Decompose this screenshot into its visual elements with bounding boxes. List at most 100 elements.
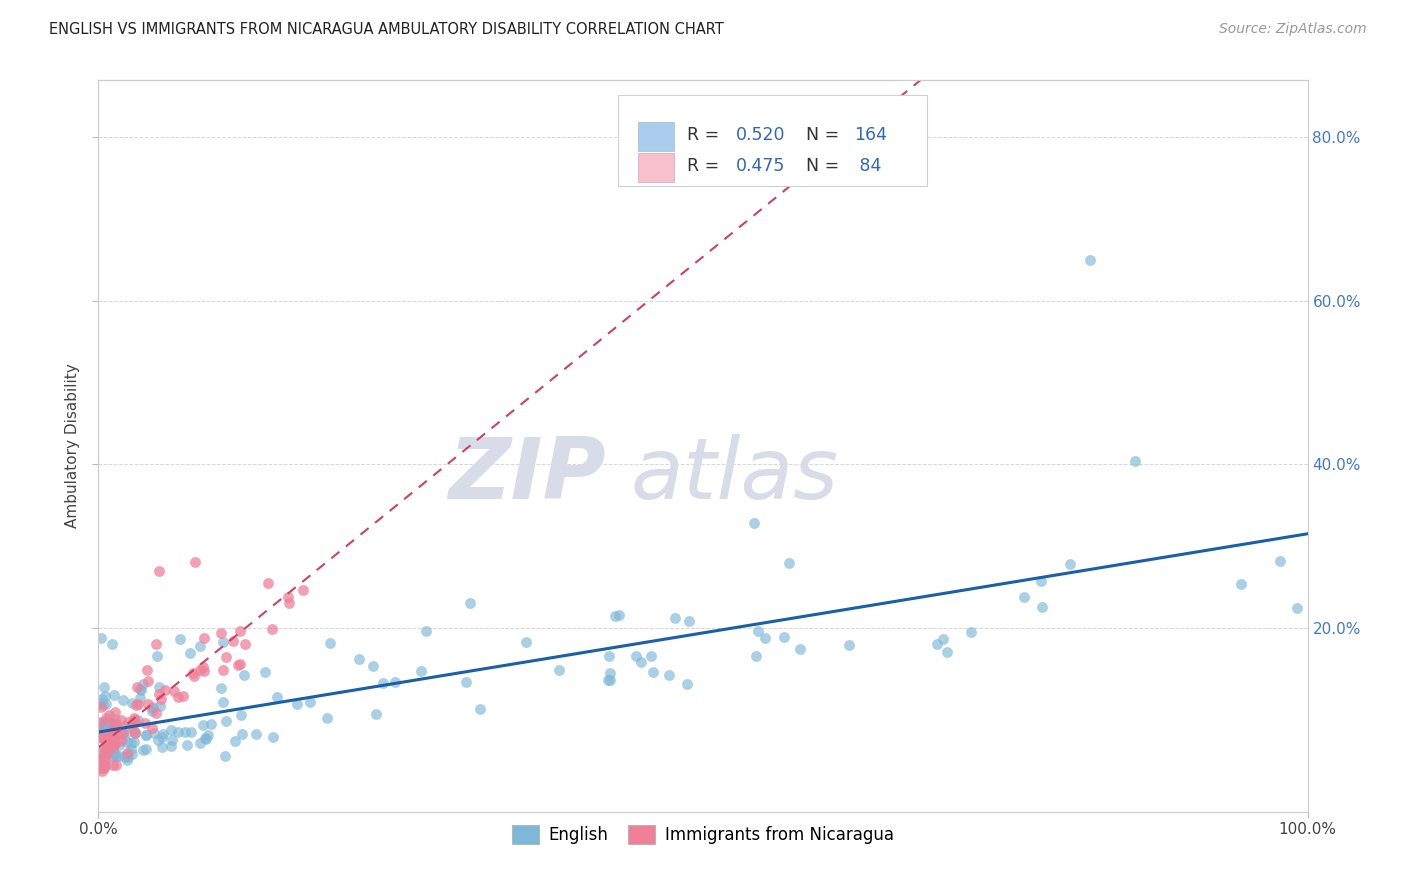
Point [214,749,236,764]
Point [112,693,135,707]
Point [89,753,111,767]
Point [104,732,127,747]
Point [1014,590,1036,604]
Point [188,663,211,677]
Point [117,749,139,764]
Point [215,649,238,664]
Point [146,648,169,663]
Point [90,754,112,768]
Point [93,681,115,695]
Point [132,677,155,691]
Point [110,733,132,747]
Point [91,691,114,706]
Legend: English, Immigrants from Nicaragua: English, Immigrants from Nicaragua [505,818,901,851]
Point [93,758,115,772]
Point [470,702,492,716]
Point [233,638,256,652]
Point [104,705,127,719]
Point [90,714,112,729]
Text: 0.520: 0.520 [735,126,785,144]
Point [89,748,111,763]
Point [96,743,118,757]
Point [98,719,121,733]
Point [115,747,138,762]
Point [114,719,136,733]
Point [111,726,134,740]
Point [603,609,626,624]
Point [226,658,249,673]
Point [97,726,120,740]
Point [676,677,699,691]
Point [103,712,125,726]
Point [101,720,124,734]
Point [125,681,148,695]
Point [174,725,197,739]
Point [285,697,308,711]
Point [548,663,571,677]
Point [108,749,131,764]
Point [110,734,132,748]
Text: N =: N = [806,157,845,175]
Point [166,724,188,739]
Point [90,731,112,745]
Text: ENGLISH VS IMMIGRANTS FROM NICARAGUA AMBULATORY DISABILITY CORRELATION CHART: ENGLISH VS IMMIGRANTS FROM NICARAGUA AMB… [49,22,724,37]
Point [658,668,681,682]
Point [125,698,148,712]
Point [789,641,811,656]
Point [124,726,146,740]
Point [105,728,128,742]
Point [664,611,686,625]
Point [110,725,132,739]
Point [100,717,122,731]
Point [1059,558,1081,572]
Point [93,754,115,768]
Point [90,720,112,734]
Point [456,674,478,689]
Point [160,723,183,737]
Point [121,736,143,750]
Point [101,747,124,761]
Point [411,664,433,678]
Point [96,728,118,742]
Point [188,639,211,653]
Text: atlas: atlas [630,434,838,516]
Point [183,669,205,683]
Point [160,733,183,747]
Point [104,737,127,751]
Point [609,608,631,623]
Point [211,695,233,709]
Point [257,576,280,591]
Point [145,637,167,651]
Point [122,723,145,737]
Point [371,676,394,690]
Point [94,732,117,747]
Point [93,761,115,775]
Point [148,680,170,694]
Point [134,715,156,730]
Point [318,635,340,649]
Point [89,730,111,744]
Point [124,711,146,725]
Point [101,748,124,763]
Point [94,714,117,729]
Point [94,729,117,743]
Point [141,705,163,719]
Point [93,730,115,744]
Text: R =: R = [688,157,725,175]
Point [90,761,112,775]
Point [93,689,115,703]
Point [120,742,142,756]
Point [292,583,315,598]
Point [104,747,127,761]
Point [89,727,111,741]
Point [193,632,215,646]
Point [231,707,253,722]
Point [124,724,146,739]
Point [122,713,145,727]
Point [135,663,157,677]
Point [262,730,284,744]
Point [101,738,124,752]
Point [101,740,124,755]
Point [135,728,157,742]
Point [104,717,127,731]
